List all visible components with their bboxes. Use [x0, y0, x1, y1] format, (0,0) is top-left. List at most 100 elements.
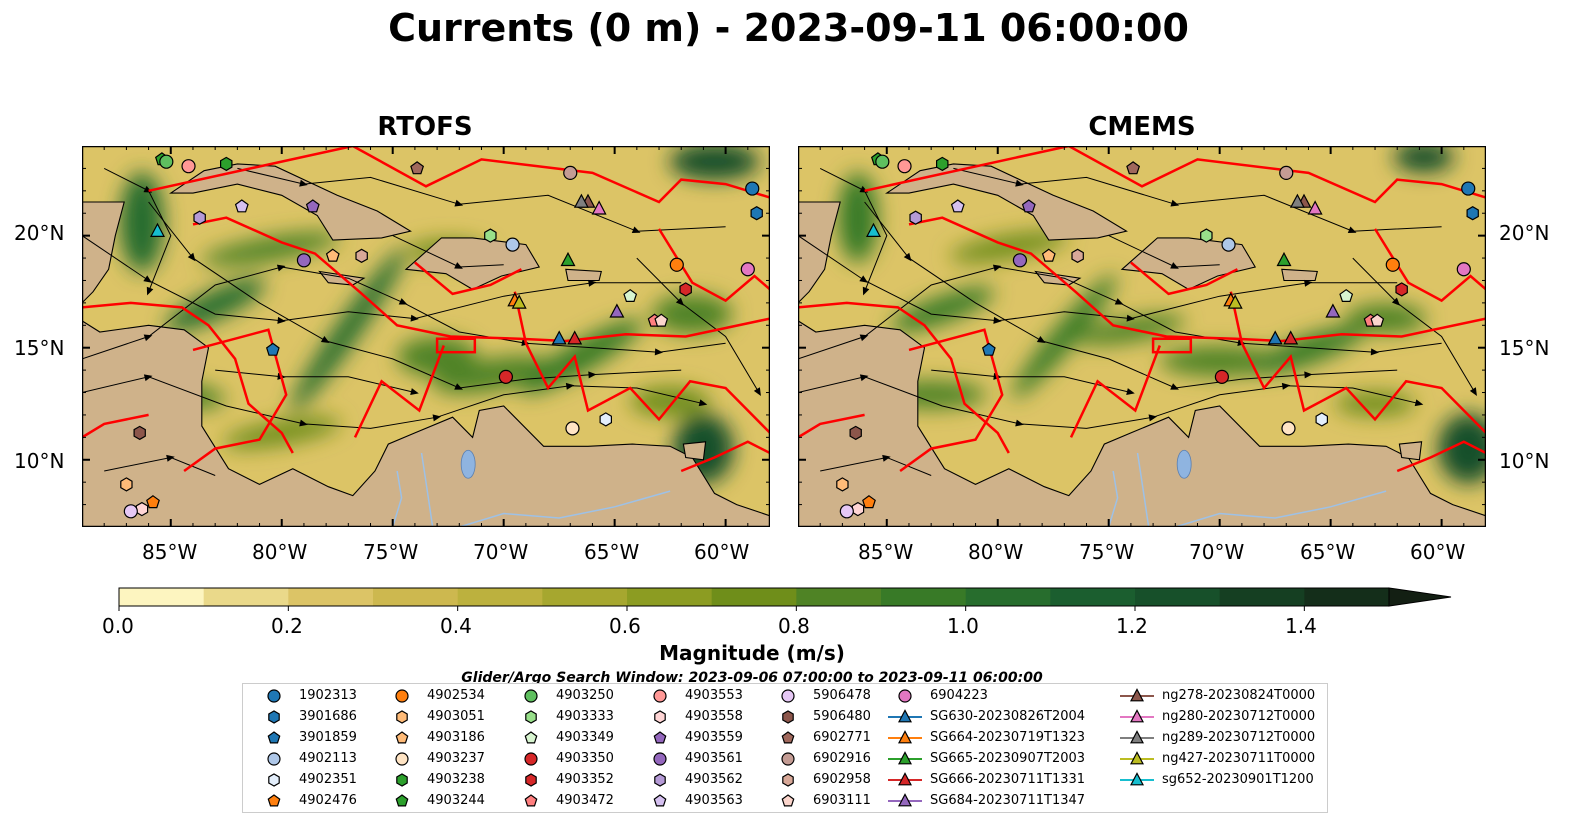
streamline-arrow [903, 252, 912, 262]
platform-marker [1307, 200, 1323, 215]
lat-tick-label-left: 20°N [14, 221, 65, 245]
eez-boundary [798, 413, 865, 439]
eez-boundary [148, 146, 770, 204]
colorbar-segment [1135, 588, 1221, 606]
platform-marker [1276, 251, 1292, 267]
colorbar-outline [118, 587, 1390, 607]
legend-marker-icon [524, 752, 538, 766]
colorbar-segment [1304, 588, 1390, 606]
platform-marker [120, 477, 133, 492]
streamline-arrow [1281, 382, 1291, 390]
colorbar-tick-label: 0.2 [271, 614, 303, 638]
legend-label: 6904223 [930, 688, 988, 703]
eez-boundary [908, 216, 1486, 343]
streamline-arrow [1414, 399, 1424, 407]
legend-label: 6902916 [813, 751, 871, 766]
platform-marker [866, 222, 881, 238]
land-mass [404, 237, 541, 291]
speed-field-patch [164, 278, 266, 332]
lon-tick-label-right: 70°W [1189, 540, 1245, 564]
land-mass [798, 146, 841, 304]
legend-label: 4902113 [299, 751, 357, 766]
land-mass [1398, 441, 1423, 461]
streamline-arrow [1148, 414, 1158, 422]
legend-marker-icon [1120, 751, 1154, 765]
colorbar-segment [457, 588, 543, 606]
platform-marker [355, 248, 368, 263]
platform-marker [565, 421, 580, 436]
platform-marker [296, 253, 312, 268]
legend-marker-icon [267, 794, 281, 807]
lon-tick-label-left: 65°W [584, 540, 640, 564]
legend-marker-icon [524, 731, 538, 744]
platform-marker [573, 193, 589, 208]
platform-marker [1041, 248, 1056, 262]
streamline-arrow [187, 252, 196, 262]
lon-tick-label-right: 60°W [1410, 540, 1466, 564]
platform-marker [950, 199, 965, 213]
colorbar-tick-label: 1.0 [947, 614, 979, 638]
streamline-arrow [1036, 335, 1046, 343]
streamline-arrow [276, 264, 286, 272]
colorbar-tick-label: 0.4 [440, 614, 472, 638]
streamline [82, 376, 704, 429]
colorbar-tick-label: 0.8 [778, 614, 810, 638]
streamline-arrow [675, 297, 685, 306]
colorbar-segment [119, 588, 205, 606]
platform-marker [849, 425, 862, 441]
legend-marker-icon [888, 730, 922, 744]
colorbar-segment [796, 588, 882, 606]
eez-boundary [680, 440, 770, 473]
colorbar-segment [711, 588, 797, 606]
streamline-arrow [859, 275, 868, 283]
platform-marker [1283, 330, 1299, 345]
streamline-arrow [1126, 314, 1135, 322]
eez-boundary [183, 328, 288, 473]
platform-marker [609, 303, 625, 318]
eez-boundary [1130, 261, 1238, 296]
legend-label: 4903559 [685, 730, 743, 745]
legend-label: 5906480 [813, 709, 871, 724]
legend-marker-icon [395, 731, 409, 744]
streamline-arrow [588, 371, 597, 379]
streamline-arrow [320, 335, 330, 343]
streamline-arrow [565, 382, 575, 390]
colorbar-segment [965, 588, 1051, 606]
river [1136, 452, 1150, 527]
streamline-arrow [631, 226, 641, 233]
streamline-arrow [859, 374, 869, 382]
platform-marker [875, 154, 890, 169]
legend-label: 4903352 [556, 772, 614, 787]
streamline-arrow [1469, 387, 1477, 396]
platform-marker [1221, 237, 1236, 252]
land-mass [565, 268, 602, 282]
river [1107, 470, 1119, 527]
eez-boundary [513, 291, 770, 434]
legend-label: 4903186 [427, 730, 485, 745]
platform-marker [234, 199, 249, 213]
legend-marker-icon [267, 731, 281, 744]
streamline-arrow [398, 298, 408, 305]
legend-marker-icon [782, 773, 794, 787]
streamline-arrow [166, 454, 175, 462]
streamline-arrow [1015, 179, 1024, 187]
colorbar-segment [627, 588, 713, 606]
platform-marker [909, 210, 922, 225]
legend-label: 4903561 [685, 751, 743, 766]
platform-marker [851, 501, 865, 517]
land-mass [168, 163, 412, 241]
legend-marker-icon [654, 710, 666, 724]
legend-marker-icon [396, 710, 408, 724]
legend-marker-icon [395, 794, 409, 807]
map-panel-rtofs [82, 146, 770, 527]
map-frame [798, 146, 1486, 527]
streamline [148, 201, 682, 389]
lon-tick-label-right: 85°W [858, 540, 914, 564]
platform-marker [123, 504, 138, 519]
streamline-arrow [1126, 388, 1135, 395]
streamline-arrow [146, 286, 154, 296]
streamline-arrow [143, 334, 153, 342]
map-panel-cmems [798, 146, 1486, 527]
platform-marker [1325, 303, 1341, 318]
eez-boundary-box [1151, 337, 1193, 354]
